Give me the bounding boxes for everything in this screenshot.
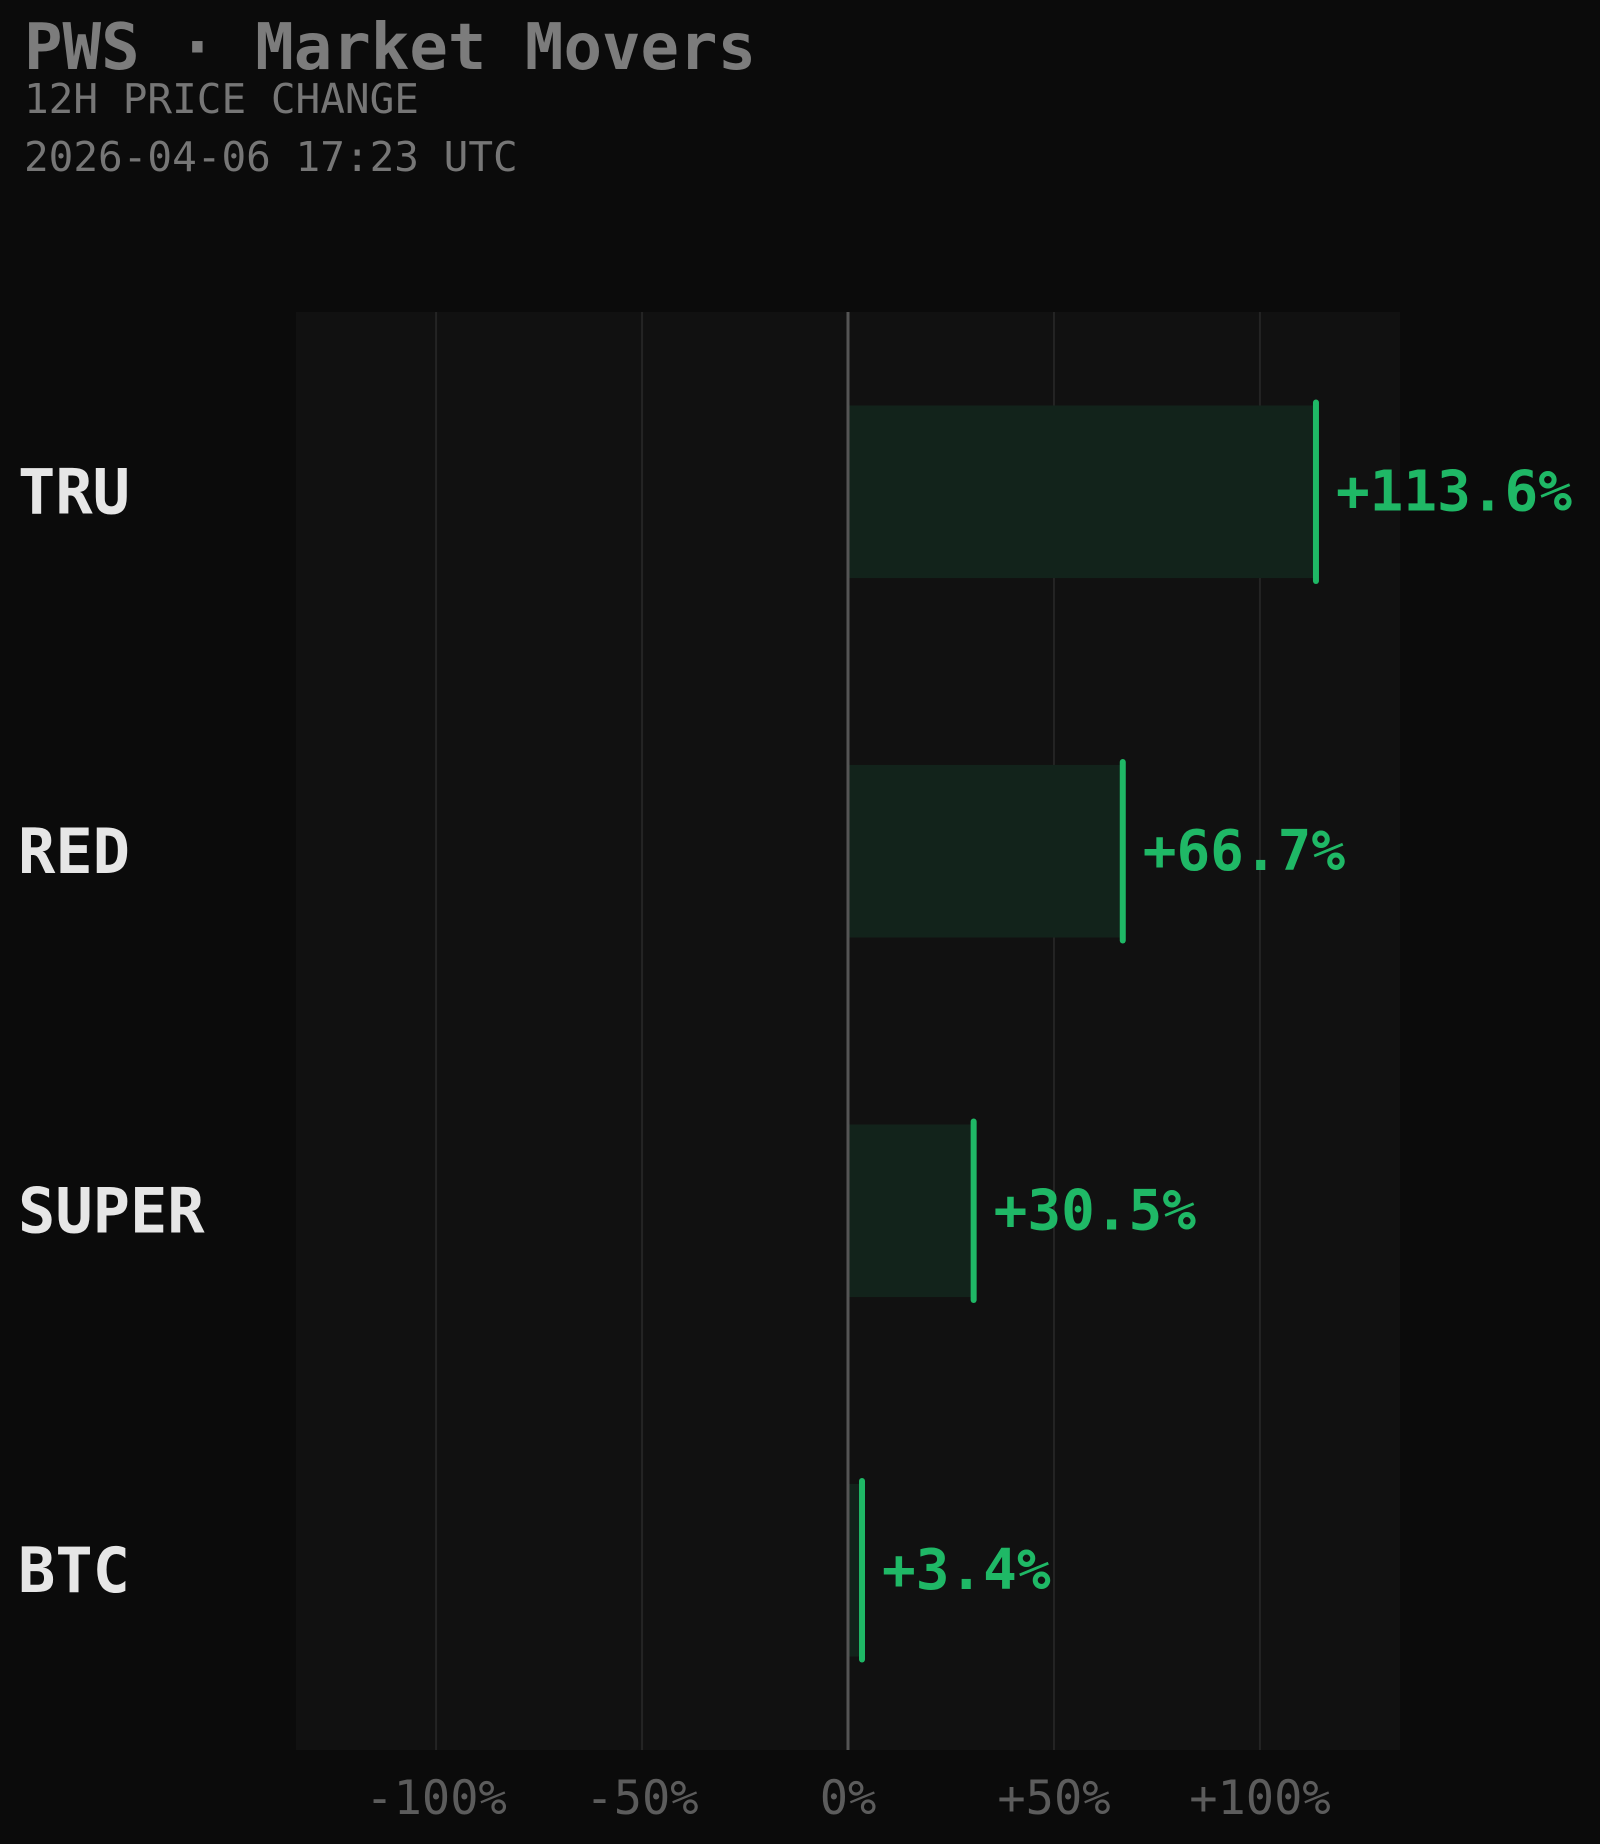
x-tick-label: 0%	[820, 1771, 877, 1826]
ticker-label: SUPER	[18, 1174, 205, 1247]
value-label: +30.5%	[994, 1178, 1197, 1243]
value-label: +113.6%	[1336, 459, 1572, 524]
ticker-label: BTC	[18, 1534, 130, 1607]
ticker-label: TRU	[18, 455, 130, 528]
bar	[848, 1483, 863, 1657]
chart-subtitle: 12H PRICE CHANGE	[24, 75, 419, 123]
bar	[848, 1124, 974, 1298]
x-tick-label: -100%	[365, 1771, 506, 1826]
x-tick-label: +100%	[1189, 1771, 1330, 1826]
value-label: +3.4%	[882, 1538, 1051, 1603]
timestamp: 2026-04-06 17:23 UTC	[24, 133, 518, 181]
x-tick-label: +50%	[997, 1771, 1110, 1826]
ticker-label: RED	[18, 815, 130, 888]
bar	[848, 764, 1123, 938]
x-tick-label: -50%	[585, 1771, 698, 1826]
chart-title: PWS · Market Movers	[24, 11, 757, 85]
value-label: +66.7%	[1143, 819, 1346, 884]
bar	[848, 405, 1316, 579]
